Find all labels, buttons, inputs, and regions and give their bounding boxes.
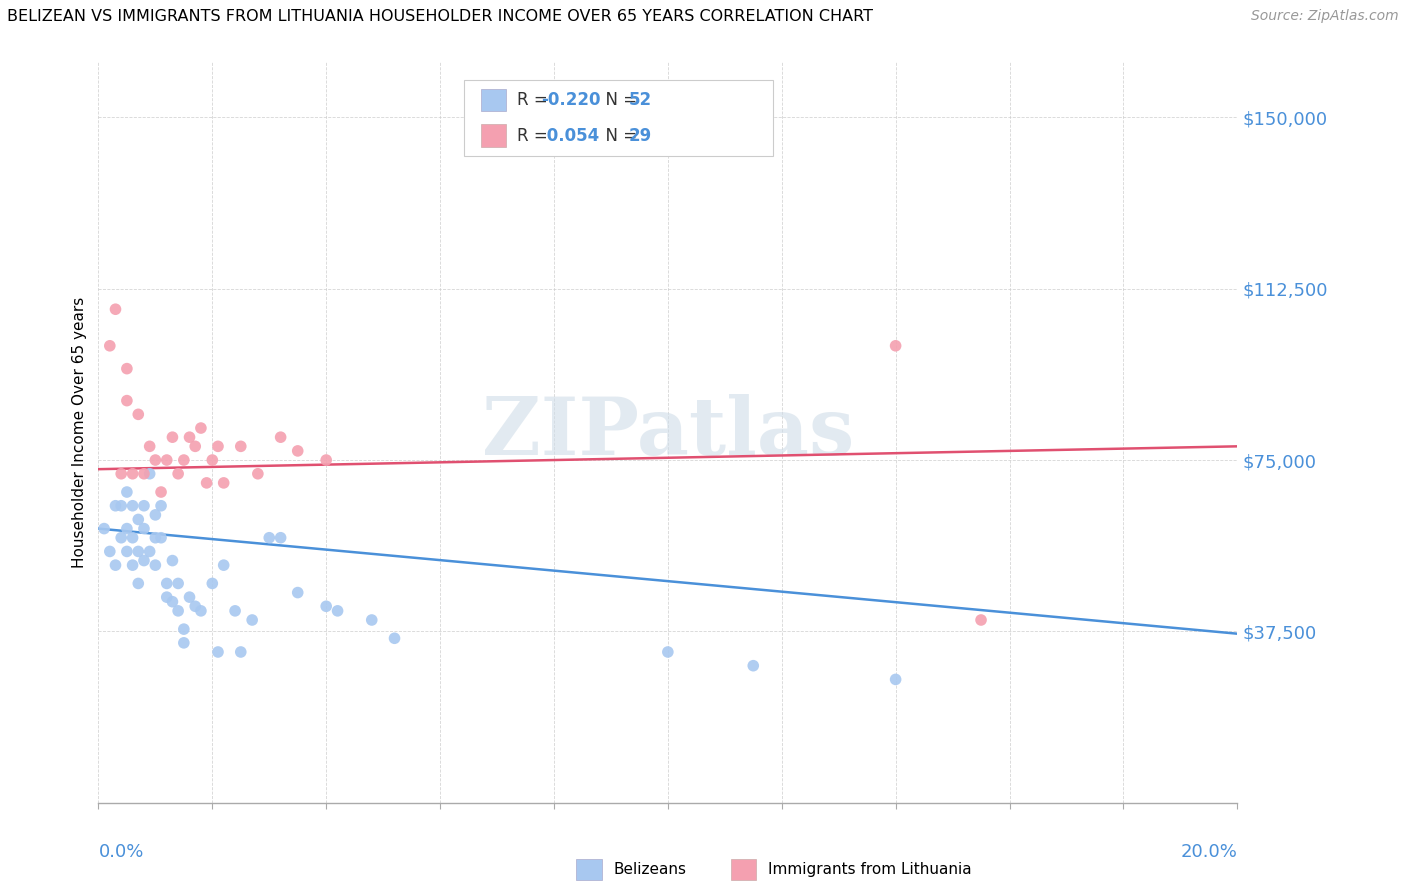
Text: 29: 29 <box>628 127 652 145</box>
Point <box>132 467 155 481</box>
Text: N =: N = <box>595 127 643 145</box>
Point <box>173 622 195 636</box>
Point <box>212 475 235 490</box>
Point <box>360 613 382 627</box>
Point <box>270 531 292 545</box>
Point <box>162 553 184 567</box>
Point <box>104 558 127 573</box>
Point <box>742 658 765 673</box>
Point <box>212 558 235 573</box>
Text: N =: N = <box>595 91 643 109</box>
Point <box>162 430 184 444</box>
Point <box>150 531 173 545</box>
Point <box>156 590 179 604</box>
Point <box>384 632 406 646</box>
Point <box>207 645 229 659</box>
Point <box>326 604 349 618</box>
Point <box>315 453 337 467</box>
Text: 20.0%: 20.0% <box>1181 843 1237 861</box>
Point <box>287 585 309 599</box>
Point <box>127 544 149 558</box>
Point <box>201 576 224 591</box>
Point <box>132 522 155 536</box>
Point <box>93 522 115 536</box>
Point <box>115 544 138 558</box>
Point <box>179 590 201 604</box>
Point <box>138 544 160 558</box>
Point <box>121 558 143 573</box>
Point <box>115 361 138 376</box>
Point <box>167 467 190 481</box>
Point <box>110 499 132 513</box>
Point <box>657 645 679 659</box>
Y-axis label: Householder Income Over 65 years: Householder Income Over 65 years <box>72 297 87 568</box>
Point <box>224 604 246 618</box>
Point <box>156 576 179 591</box>
Point <box>173 453 195 467</box>
Point <box>145 558 167 573</box>
Point <box>121 467 143 481</box>
Point <box>246 467 269 481</box>
Point <box>884 673 907 687</box>
Point <box>145 508 167 522</box>
Text: Source: ZipAtlas.com: Source: ZipAtlas.com <box>1251 9 1399 23</box>
Point <box>150 485 173 500</box>
Point <box>127 512 149 526</box>
Point <box>190 604 212 618</box>
Point <box>229 439 252 453</box>
Point <box>127 576 149 591</box>
Point <box>121 499 143 513</box>
Point <box>184 439 207 453</box>
Point <box>240 613 263 627</box>
Point <box>207 439 229 453</box>
Point <box>173 636 195 650</box>
Text: -0.220: -0.220 <box>541 91 600 109</box>
Point <box>115 485 138 500</box>
Text: 52: 52 <box>628 91 651 109</box>
Text: BELIZEAN VS IMMIGRANTS FROM LITHUANIA HOUSEHOLDER INCOME OVER 65 YEARS CORRELATI: BELIZEAN VS IMMIGRANTS FROM LITHUANIA HO… <box>7 9 873 24</box>
Point <box>115 393 138 408</box>
Point <box>270 430 292 444</box>
Point <box>156 453 179 467</box>
Text: R =: R = <box>517 127 554 145</box>
Point <box>179 430 201 444</box>
Point <box>201 453 224 467</box>
Point <box>315 599 337 614</box>
Point <box>184 599 207 614</box>
Point <box>104 302 127 317</box>
Point <box>138 439 160 453</box>
Point <box>167 604 190 618</box>
Point <box>127 408 149 422</box>
Text: Immigrants from Lithuania: Immigrants from Lithuania <box>768 863 972 877</box>
Point <box>229 645 252 659</box>
Point <box>287 443 309 458</box>
Text: 0.0%: 0.0% <box>98 843 143 861</box>
Point <box>110 531 132 545</box>
Point <box>259 531 281 545</box>
Text: 0.054: 0.054 <box>541 127 599 145</box>
Point <box>132 553 155 567</box>
Point <box>150 499 173 513</box>
Point <box>884 339 907 353</box>
Text: Belizeans: Belizeans <box>613 863 686 877</box>
Point <box>162 595 184 609</box>
Point <box>121 531 143 545</box>
Point <box>190 421 212 435</box>
Point <box>98 544 121 558</box>
Point <box>970 613 993 627</box>
Point <box>98 339 121 353</box>
Point <box>138 467 160 481</box>
Text: ZIPatlas: ZIPatlas <box>482 393 853 472</box>
Point <box>195 475 218 490</box>
Point <box>115 522 138 536</box>
Point <box>167 576 190 591</box>
Text: R =: R = <box>517 91 554 109</box>
Point <box>110 467 132 481</box>
Point <box>132 499 155 513</box>
Point <box>145 453 167 467</box>
Point <box>145 531 167 545</box>
Point <box>104 499 127 513</box>
